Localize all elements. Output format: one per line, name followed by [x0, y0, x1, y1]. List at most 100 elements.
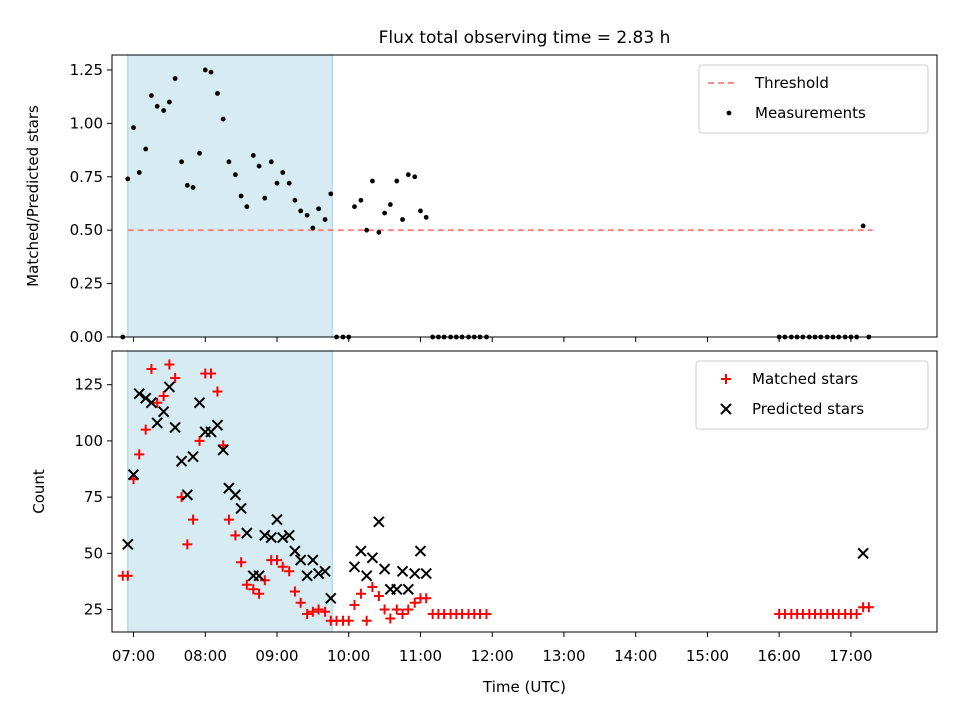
predicted-star-point	[378, 563, 391, 575]
ratio-y-tick-label: 1.25	[70, 61, 103, 79]
predicted-star-point	[259, 529, 271, 542]
measurement-point	[860, 223, 866, 229]
measurement-point	[364, 227, 370, 233]
predicted-star-point	[265, 531, 277, 544]
measurement-point	[382, 210, 388, 216]
measurement-point	[215, 91, 220, 96]
predicted-star-point	[187, 450, 199, 463]
count-panel: 25 50 75 100 125 07:00 08:00 09:00 10:00 11:00 12…	[30, 350, 938, 696]
matched-star-point	[122, 570, 133, 581]
measurement-point	[322, 217, 328, 222]
predicted-legend-swatch	[720, 403, 732, 415]
matched-star-point	[206, 368, 216, 379]
predicted-star-point	[127, 468, 140, 481]
matched-star-point	[361, 615, 372, 626]
x-tick-label: 10:00	[327, 647, 370, 665]
measurement-point	[244, 204, 250, 210]
observing-window-span	[127, 54, 333, 338]
x-tick-label: 15:00	[686, 647, 729, 665]
count-y-tick-label: 75	[84, 488, 103, 506]
count-legend: Matched stars Predicted stars	[695, 360, 929, 430]
matched-star-point	[313, 604, 324, 615]
measurement-point	[250, 153, 256, 158]
measurement-point	[358, 197, 364, 203]
matched-star-point	[343, 615, 354, 626]
predicted-star-point	[169, 421, 181, 434]
predicted-star-point	[181, 489, 194, 501]
predicted-star-point	[312, 567, 325, 580]
predicted-star-point	[391, 583, 403, 595]
predicted-star-point	[157, 405, 170, 418]
predicted-star-point	[409, 567, 421, 580]
matched-star-point	[355, 588, 366, 599]
matched-star-point	[152, 397, 163, 408]
measurement-point	[298, 208, 304, 214]
predicted-star-point	[122, 538, 134, 551]
predicted-star-point	[373, 516, 385, 528]
matched-star-point	[863, 602, 874, 613]
matched-star-point	[421, 593, 432, 604]
count-marks	[117, 359, 874, 626]
count-y-tick-label: 25	[84, 601, 103, 619]
measurement-point	[387, 202, 393, 207]
x-tick-label: 11:00	[399, 647, 442, 665]
measurement-point	[197, 150, 202, 156]
measurement-point	[125, 176, 131, 182]
measurement-point	[316, 206, 322, 212]
predicted-star-point	[366, 552, 379, 564]
predicted-star-point	[301, 570, 313, 582]
count-axes-frame	[111, 350, 938, 633]
matched-star-point	[230, 530, 241, 541]
measurement-point	[208, 69, 214, 75]
predicted-star-point	[348, 561, 361, 573]
predicted-star-point	[193, 396, 206, 409]
matched-star-point	[481, 609, 492, 620]
matched-star-point	[140, 424, 151, 435]
ratio-y-axis-label: Matched/Predicted stars	[24, 105, 42, 287]
matched-star-point	[212, 386, 223, 397]
predicted-star-point	[241, 527, 253, 539]
measurement-point	[423, 214, 429, 220]
x-tick-label: 16:00	[758, 647, 801, 665]
measurement-point	[131, 125, 136, 131]
count-y-tick-label: 100	[74, 432, 103, 450]
matched-star-point	[272, 555, 282, 566]
count-y-ticks: 25 50 75 100 125	[74, 376, 112, 619]
predicted-star-point	[360, 570, 373, 582]
matched-star-point	[320, 606, 331, 617]
matched-star-point	[188, 514, 199, 525]
measurement-point	[226, 159, 232, 165]
matched-star-point	[397, 609, 408, 620]
measurement-point	[304, 212, 310, 218]
predicted-star-point	[163, 381, 176, 393]
measurement-point	[161, 108, 167, 113]
measurement-point	[286, 180, 292, 186]
matched-star-point	[194, 435, 205, 446]
x-tick-label: 12:00	[471, 647, 514, 665]
matched-star-point	[379, 604, 390, 615]
measurement-point	[268, 159, 274, 165]
matched-star-point	[236, 557, 247, 568]
count-legend-label: Predicted stars	[752, 400, 864, 418]
predicted-star-point	[211, 419, 224, 431]
matched-star-point	[134, 449, 145, 460]
ratio-axes-frame	[111, 54, 938, 338]
measurement-point	[154, 103, 160, 109]
ratio-y-ticks: 0.00 0.25 0.50 0.75 1.00 1.25	[70, 61, 112, 346]
matched-star-point	[284, 566, 295, 577]
predicted-star-point	[229, 489, 242, 501]
matched-star-point	[403, 604, 414, 615]
count-y-tick-label: 50	[84, 544, 103, 562]
matched-star-point	[851, 609, 862, 620]
predicted-star-point	[283, 529, 295, 542]
count-y-axis-label: Count	[30, 469, 48, 514]
predicted-star-point	[857, 547, 869, 560]
predicted-star-point	[277, 531, 289, 544]
ratio-legend-box	[698, 64, 929, 134]
measurement-point	[166, 99, 172, 105]
predicted-star-point	[414, 545, 427, 557]
ratio-y-tick-label: 0.00	[70, 328, 103, 346]
x-tick-label: 14:00	[614, 647, 657, 665]
predicted-star-point	[420, 567, 432, 580]
